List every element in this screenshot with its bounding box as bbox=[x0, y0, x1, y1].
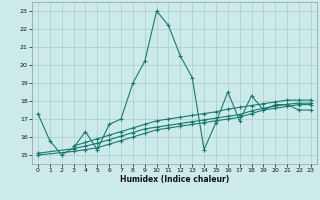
X-axis label: Humidex (Indice chaleur): Humidex (Indice chaleur) bbox=[120, 175, 229, 184]
